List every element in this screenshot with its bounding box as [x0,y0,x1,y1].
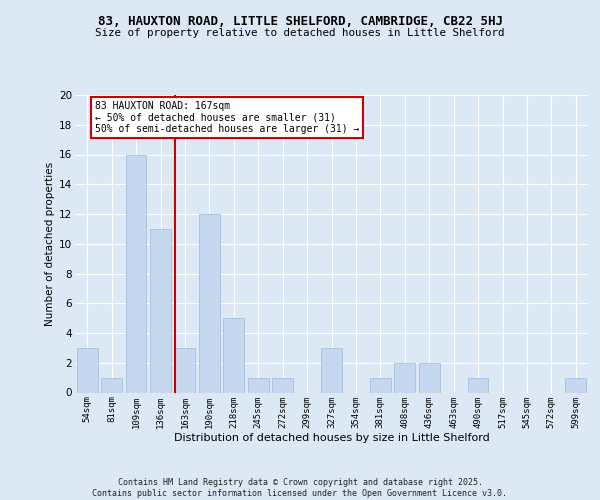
Bar [199,214,220,392]
Bar [419,363,440,392]
Bar [565,378,586,392]
Bar [248,378,269,392]
Bar [394,363,415,392]
Bar [467,378,488,392]
Text: Size of property relative to detached houses in Little Shelford: Size of property relative to detached ho… [95,28,505,38]
Text: Contains HM Land Registry data © Crown copyright and database right 2025.
Contai: Contains HM Land Registry data © Crown c… [92,478,508,498]
Bar [150,229,171,392]
Bar [223,318,244,392]
Bar [370,378,391,392]
Text: 83, HAUXTON ROAD, LITTLE SHELFORD, CAMBRIDGE, CB22 5HJ: 83, HAUXTON ROAD, LITTLE SHELFORD, CAMBR… [97,15,503,28]
Bar [77,348,98,393]
Bar [101,378,122,392]
Bar [321,348,342,393]
Text: 83 HAUXTON ROAD: 167sqm
← 50% of detached houses are smaller (31)
50% of semi-de: 83 HAUXTON ROAD: 167sqm ← 50% of detache… [95,101,359,134]
Y-axis label: Number of detached properties: Number of detached properties [45,162,55,326]
Bar [125,154,146,392]
Bar [272,378,293,392]
X-axis label: Distribution of detached houses by size in Little Shelford: Distribution of detached houses by size … [173,433,490,443]
Bar [175,348,196,393]
